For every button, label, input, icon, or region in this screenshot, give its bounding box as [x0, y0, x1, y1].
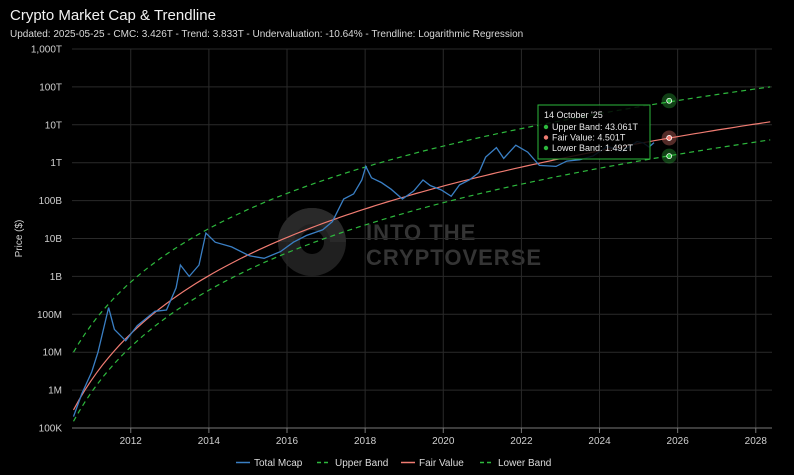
y-tick-label: 100T — [39, 82, 62, 93]
y-tick-label: 10M — [43, 348, 62, 359]
x-tick-label: 2026 — [667, 436, 690, 447]
tooltip-row-dot — [543, 124, 549, 130]
legend[interactable]: Total Mcap Upper Band Fair Value Lower Band — [236, 458, 551, 469]
y-tick-label: 10B — [44, 234, 62, 245]
y-tick-label: 10T — [45, 120, 62, 131]
tooltip-marker — [666, 97, 673, 104]
grid — [72, 48, 772, 429]
legend-item-lower-band[interactable]: Lower Band — [498, 458, 551, 469]
y-axis-label: Price ($) — [14, 220, 25, 258]
x-tick-label: 2024 — [588, 436, 611, 447]
y-tick-label: 1B — [50, 272, 63, 283]
series-total-mcap[interactable] — [72, 140, 655, 417]
tooltip-title: 14 October '25 — [544, 110, 603, 120]
legend-item-fair-value[interactable]: Fair Value — [419, 458, 464, 469]
x-tick-label: 2012 — [120, 436, 143, 447]
chart-subtitle: Updated: 2025-05-25 - CMC: 3.426T - Tren… — [10, 29, 524, 40]
y-tick-label: 100K — [39, 424, 63, 435]
series-fair-value[interactable] — [72, 121, 771, 411]
x-tick-label: 2022 — [510, 436, 533, 447]
legend-item-total-mcap[interactable]: Total Mcap — [254, 458, 303, 469]
chart-title: Crypto Market Cap & Trendline — [10, 7, 216, 24]
y-tick-label: 1M — [48, 386, 62, 397]
tooltip-row-label: Upper Band: 43.061T — [552, 122, 639, 132]
watermark: INTO THE CRYPTOVERSE — [278, 208, 542, 276]
x-tick-label: 2014 — [198, 436, 221, 447]
x-axis: 2012 2014 2016 2018 2020 2022 2024 2026 2028 — [72, 427, 772, 447]
tooltip-row-label: Lower Band: 1.492T — [552, 143, 634, 153]
y-axis: 100K 1M 10M 100M 1B 10B 100B 1T 10T 100T 1,000T — [31, 45, 62, 435]
watermark-line2: CRYPTOVERSE — [366, 245, 542, 270]
tooltip-box — [537, 104, 651, 160]
plot-lines — [72, 86, 771, 422]
series-lower-band[interactable] — [72, 139, 771, 422]
tooltip-marker — [666, 153, 673, 160]
x-tick-label: 2016 — [276, 436, 299, 447]
x-tick-label: 2020 — [432, 436, 455, 447]
legend-item-upper-band[interactable]: Upper Band — [335, 458, 388, 469]
x-tick-label: 2028 — [745, 436, 768, 447]
series-upper-band[interactable] — [72, 86, 771, 353]
y-tick-label: 1T — [50, 158, 62, 169]
tooltip-marker — [666, 135, 673, 141]
y-tick-label: 1,000T — [31, 45, 62, 56]
tooltip-row-dot — [543, 145, 549, 151]
x-tick-label: 2018 — [354, 436, 377, 447]
tooltip-row-label: Fair Value: 4.501T — [552, 133, 626, 143]
y-tick-label: 100M — [37, 310, 62, 321]
watermark-line1: INTO THE — [366, 220, 476, 245]
y-tick-label: 100B — [39, 196, 63, 207]
tooltip-row-dot — [543, 135, 549, 140]
